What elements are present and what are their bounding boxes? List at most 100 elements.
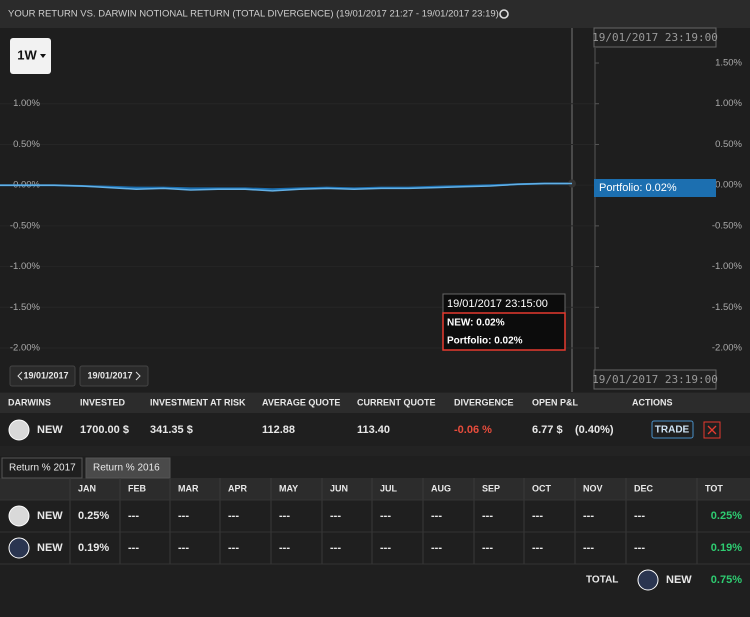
column-header: APR bbox=[228, 483, 248, 493]
avatar bbox=[8, 505, 30, 527]
nav-arrow bbox=[17, 371, 23, 381]
return-cell: --- bbox=[380, 510, 391, 522]
column-header: OCT bbox=[532, 483, 552, 493]
return-cell: --- bbox=[330, 542, 341, 554]
darwin-name: NEW bbox=[37, 510, 63, 522]
return-cell: --- bbox=[583, 542, 594, 554]
close-icon bbox=[707, 425, 717, 435]
range-button-label[interactable]: 1W bbox=[17, 47, 37, 62]
column-header: TOT bbox=[705, 483, 723, 493]
return-cell: --- bbox=[482, 510, 493, 522]
cursor-time-box bbox=[593, 369, 717, 390]
y2-tick-label: -1.50% bbox=[712, 302, 743, 313]
avatar bbox=[8, 537, 30, 559]
refresh-icon[interactable] bbox=[499, 9, 509, 19]
column-header: JUL bbox=[380, 483, 398, 493]
cell: 6.77 $ bbox=[532, 424, 563, 436]
trade-button bbox=[651, 420, 694, 439]
flag bbox=[594, 179, 716, 197]
chart-layer: 1.00% 0.50% 0.00% -0.50% -1.00% -1.50% -2.00% 1… bbox=[0, 58, 743, 354]
return-cell: --- bbox=[380, 542, 391, 554]
cell: 112.88 bbox=[262, 424, 295, 436]
column-header: DEC bbox=[634, 483, 654, 493]
total-value: 0.75% bbox=[711, 574, 742, 586]
return-cell: --- bbox=[532, 510, 543, 522]
tooltip-highlight bbox=[442, 312, 566, 351]
tab[interactable] bbox=[85, 457, 171, 479]
cell: -0.06 % bbox=[454, 424, 492, 436]
return-cell: --- bbox=[431, 542, 442, 554]
column-header: DARWINS bbox=[8, 397, 51, 407]
tab[interactable] bbox=[1, 457, 83, 479]
return-cell: 0.25% bbox=[78, 510, 109, 522]
column-header: CURRENT QUOTE bbox=[357, 397, 436, 407]
y2-tick-label: 1.50% bbox=[715, 58, 742, 69]
return-cell: --- bbox=[228, 542, 239, 554]
y2-tick-label: -2.00% bbox=[712, 343, 743, 354]
column-header: MAR bbox=[178, 483, 199, 493]
column-header: MAY bbox=[279, 483, 298, 493]
y-tick-label: 1.00% bbox=[13, 98, 40, 109]
return-cell: --- bbox=[128, 542, 139, 554]
return-cell: --- bbox=[178, 542, 189, 554]
positions-row bbox=[0, 413, 750, 446]
return-cell: --- bbox=[532, 542, 543, 554]
positions-header bbox=[0, 393, 750, 413]
nav-button[interactable] bbox=[79, 365, 149, 387]
return-cell: 0.19% bbox=[78, 542, 109, 554]
trade-label[interactable]: TRADE bbox=[655, 425, 690, 436]
column-header: OPEN P&L bbox=[532, 397, 579, 407]
tables: DARWINS INVESTED INVESTMENT AT RISK AVERAGE… bbox=[0, 397, 750, 591]
y-tick-label: -1.00% bbox=[10, 261, 41, 272]
return-cell: --- bbox=[482, 542, 493, 554]
column-header: INVESTMENT AT RISK bbox=[150, 397, 246, 407]
y2-tick-label: -1.00% bbox=[712, 261, 743, 272]
avatar bbox=[637, 569, 659, 591]
y2-tick-label: -0.50% bbox=[712, 220, 743, 231]
header-bar bbox=[0, 0, 750, 28]
cell: (0.40%) bbox=[575, 424, 614, 436]
returns-header bbox=[0, 478, 750, 500]
total-name: NEW bbox=[666, 574, 692, 586]
column-header: ACTIONS bbox=[632, 397, 673, 407]
cursor-time-box bbox=[593, 27, 717, 48]
nav-label[interactable]: 19/01/2017 bbox=[23, 370, 68, 380]
darwin-name: NEW bbox=[37, 542, 63, 554]
close-button bbox=[703, 421, 721, 439]
column-header: SEP bbox=[482, 483, 500, 493]
return-cell: --- bbox=[228, 510, 239, 522]
nav-button[interactable] bbox=[9, 365, 76, 387]
cell: 113.40 bbox=[357, 424, 390, 436]
column-header: NOV bbox=[583, 483, 603, 493]
total-label: TOTAL bbox=[586, 575, 618, 586]
cursor-time: 19/01/2017 23:19:00 bbox=[592, 31, 718, 44]
return-cell: --- bbox=[583, 510, 594, 522]
nav-label[interactable]: 19/01/2017 bbox=[87, 370, 132, 380]
series-line bbox=[0, 182, 572, 192]
tab-label: Return % 2017 bbox=[9, 463, 76, 474]
return-cell: --- bbox=[330, 510, 341, 522]
y-tick-label: -1.50% bbox=[10, 302, 41, 313]
return-cell: --- bbox=[279, 510, 290, 522]
cursor-time: 19/01/2017 23:19:00 bbox=[592, 373, 718, 386]
nav-arrow bbox=[135, 371, 141, 381]
y-tick-label: 0.50% bbox=[13, 139, 40, 150]
y2-tick-label: 1.00% bbox=[715, 98, 742, 109]
column-header: JUN bbox=[330, 483, 348, 493]
return-cell: --- bbox=[128, 510, 139, 522]
avatar bbox=[8, 419, 30, 441]
cell: 341.35 $ bbox=[150, 424, 193, 436]
return-cell: --- bbox=[431, 510, 442, 522]
return-cell: --- bbox=[178, 510, 189, 522]
y-tick-label: -2.00% bbox=[10, 343, 41, 354]
range-button[interactable] bbox=[10, 38, 51, 74]
column-header: FEB bbox=[128, 483, 147, 493]
cell: NEW bbox=[37, 424, 63, 436]
y-tick-label: -0.50% bbox=[10, 220, 41, 231]
header-title: YOUR RETURN VS. DARWIN NOTIONAL RETURN (… bbox=[8, 9, 499, 20]
return-cell: --- bbox=[634, 542, 645, 554]
column-header: DIVERGENCE bbox=[454, 397, 514, 407]
column-header: AVERAGE QUOTE bbox=[262, 397, 340, 407]
cell: 1700.00 $ bbox=[80, 424, 129, 436]
